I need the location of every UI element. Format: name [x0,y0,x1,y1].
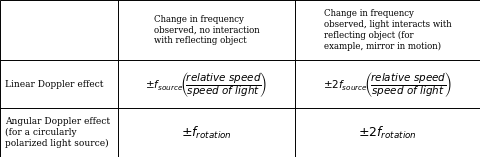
Text: Change in frequency
observed, no interaction
with reflecting object: Change in frequency observed, no interac… [154,15,259,46]
Text: $\pm f_{\mathit{rotation}}$: $\pm f_{\mathit{rotation}}$ [181,125,232,141]
Text: $\pm 2f_{\mathit{rotation}}$: $\pm 2f_{\mathit{rotation}}$ [358,125,417,141]
Text: $\pm f_{source}\!\left(\!\dfrac{\mathit{relative\ speed}}{\mathit{speed\ of\ lig: $\pm f_{source}\!\left(\!\dfrac{\mathit{… [145,70,267,99]
Text: Angular Doppler effect
(for a circularly
polarized light source): Angular Doppler effect (for a circularly… [5,117,110,148]
Text: $\pm 2f_{source}\!\left(\!\dfrac{\mathit{relative\ speed}}{\mathit{speed\ of\ li: $\pm 2f_{source}\!\left(\!\dfrac{\mathit… [324,70,452,99]
Text: Change in frequency
observed, light interacts with
reflecting object (for
exampl: Change in frequency observed, light inte… [324,9,451,51]
Text: Linear Doppler effect: Linear Doppler effect [5,80,103,89]
